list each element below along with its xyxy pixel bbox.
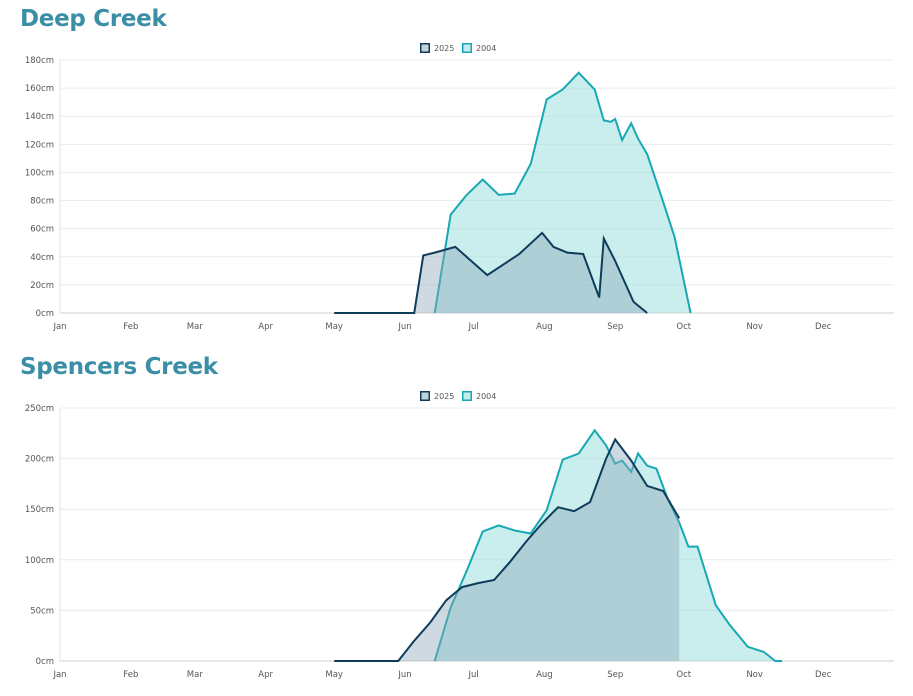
y-tick-label: 150cm <box>25 505 54 515</box>
legend-swatch-2025 <box>420 391 430 401</box>
x-tick-label: Jun <box>397 322 411 332</box>
y-tick-label: 200cm <box>25 455 54 465</box>
chart-plot: 0cm 50cm 100cm 150cm 200cm 250cm Jan Feb Mar Apr M… <box>25 391 894 680</box>
series-area-2004 <box>434 430 782 661</box>
x-tick-label: Sep <box>607 322 623 332</box>
x-tick-label: Nov <box>746 670 763 680</box>
x-tick-label: Jan <box>52 322 66 332</box>
x-tick-label: Jan <box>52 670 66 680</box>
y-tick-label: 250cm <box>25 404 54 414</box>
x-tick-label: Sep <box>607 670 623 680</box>
legend-label: 2025 <box>434 392 454 401</box>
x-tick-label: Aug <box>536 322 553 332</box>
y-tick-label: 40cm <box>30 253 54 263</box>
y-tick-label: 140cm <box>25 112 54 122</box>
chart-plot: 0cm 20cm 40cm 60cm 80cm 100cm 120cm 140cm 160cm 1… <box>25 43 894 332</box>
y-tick-label: 0cm <box>36 657 54 667</box>
x-tick-label: Dec <box>815 670 832 680</box>
y-tick-label: 50cm <box>30 606 54 616</box>
x-tick-label: Mar <box>187 322 204 332</box>
chart-spencers-creek: Spencers Creek 0cm 50cm 100cm 150cm 200cm 250… <box>0 348 913 696</box>
y-tick-label: 0cm <box>36 309 54 319</box>
legend-label: 2004 <box>476 392 496 401</box>
series-line-2025 <box>334 437 681 662</box>
series-line-2025 <box>334 231 648 314</box>
x-tick-label: Oct <box>676 322 691 332</box>
y-tick-label: 160cm <box>25 84 54 94</box>
chart-title: Spencers Creek <box>20 354 218 380</box>
x-tick-label: Apr <box>258 670 273 680</box>
y-tick-label: 180cm <box>25 56 54 66</box>
x-tick-label: May <box>325 322 343 332</box>
x-tick-label: Apr <box>258 322 273 332</box>
y-tick-label: 120cm <box>25 140 54 150</box>
chart-deep-creek: Deep Creek 0cm 20cm 40cm 60cm 80cm 100cm 120cm… <box>20 6 894 332</box>
y-tick-label: 80cm <box>30 197 54 207</box>
x-tick-label: Jul <box>467 322 478 332</box>
chart-title: Deep Creek <box>20 6 167 32</box>
y-tick-label: 20cm <box>30 281 54 291</box>
x-tick-label: Nov <box>746 322 763 332</box>
y-tick-label: 100cm <box>25 556 54 566</box>
legend-swatch-2025 <box>420 43 430 53</box>
x-tick-label: Dec <box>815 322 832 332</box>
legend-swatch-2004 <box>462 391 472 401</box>
legend: 2025 2004 <box>420 391 496 401</box>
x-tick-label: Oct <box>676 670 691 680</box>
x-tick-label: Feb <box>123 670 138 680</box>
legend-swatch-2004 <box>462 43 472 53</box>
series-line-2004 <box>433 428 782 662</box>
x-tick-label: Feb <box>123 322 138 332</box>
x-tick-label: Jul <box>467 670 478 680</box>
legend-label: 2004 <box>476 44 496 53</box>
y-tick-label: 100cm <box>25 168 54 178</box>
y-tick-label: 60cm <box>30 225 54 235</box>
series-line-2004 <box>433 71 692 314</box>
legend-label: 2025 <box>434 44 454 53</box>
legend: 2025 2004 <box>420 43 496 53</box>
x-tick-label: May <box>325 670 343 680</box>
x-tick-label: Jun <box>397 670 411 680</box>
x-tick-label: Mar <box>187 670 204 680</box>
x-tick-label: Aug <box>536 670 553 680</box>
